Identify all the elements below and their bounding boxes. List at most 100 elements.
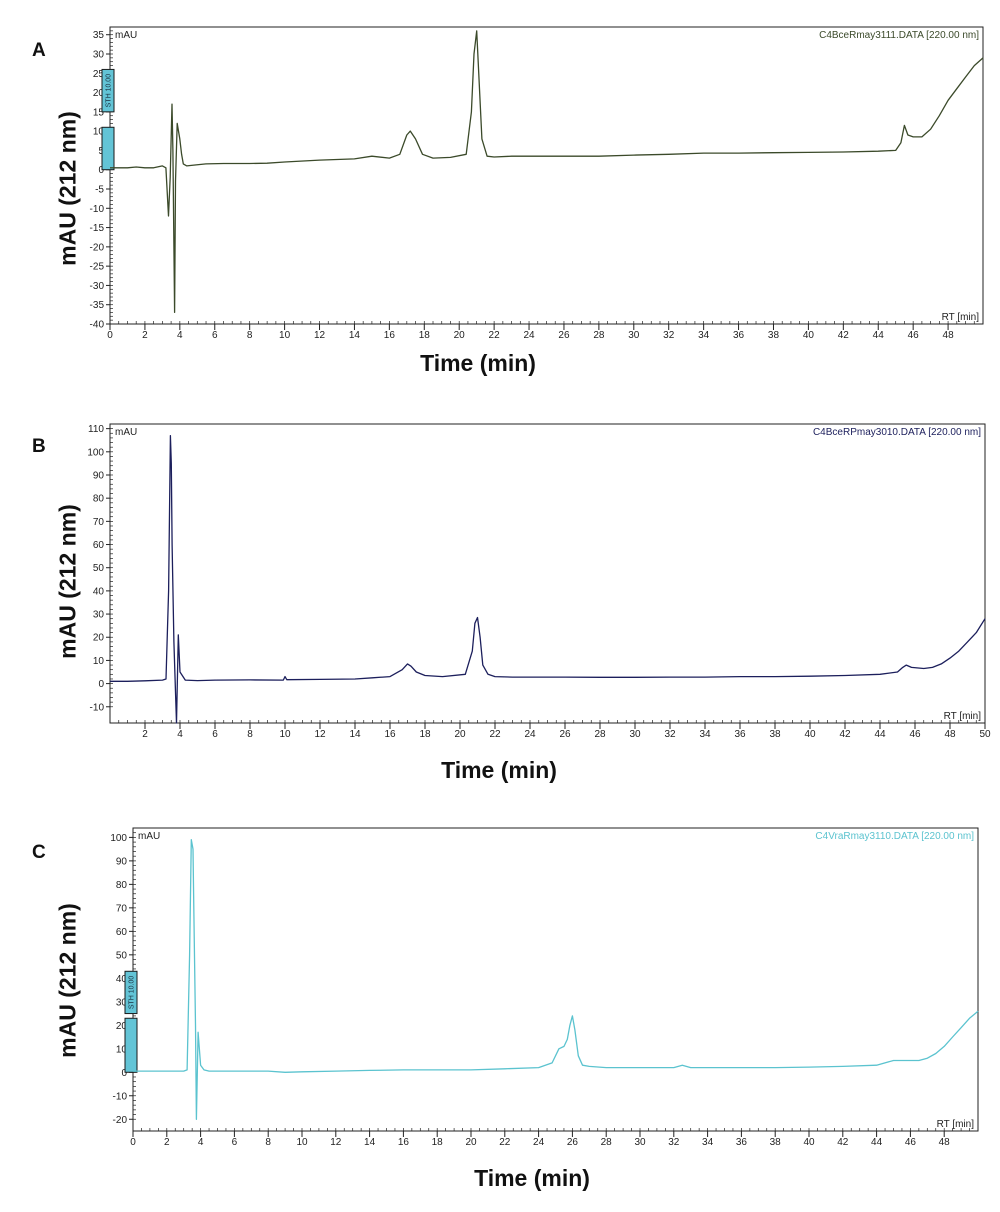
y-tick-label: 40 xyxy=(116,974,128,985)
x-tick-label: 36 xyxy=(733,330,745,341)
y-tick-label: 70 xyxy=(116,903,128,914)
x-tick-label: 26 xyxy=(558,330,570,341)
y-tick-label: 10 xyxy=(93,127,105,138)
panel-b-plot: 2 4 6 8 10 12 14 16 18 20 22 24 26 28 30 32 34 36 38 40 42 44… xyxy=(87,423,991,740)
x-tick-label: 16 xyxy=(384,330,396,341)
x-tick-label: 16 xyxy=(398,1137,410,1148)
x-tick-label: 28 xyxy=(594,729,606,740)
y-tick-label: 15 xyxy=(93,107,105,118)
x-tick-label: 28 xyxy=(601,1137,613,1148)
y-tick-label: 10 xyxy=(116,1044,128,1055)
y-tick-label: 80 xyxy=(93,494,105,505)
x-tick-label: 26 xyxy=(559,729,571,740)
x-tick-label: 12 xyxy=(330,1137,342,1148)
x-tick-label: 2 xyxy=(142,330,148,341)
panel-c-trace xyxy=(133,839,979,1120)
event-marker xyxy=(101,126,115,171)
panel-a-plot: 0 2 4 6 8 10 12 14 16 18 20 22 24 26 28 30 32 34 36 38 40 42 4… xyxy=(90,26,984,341)
event-marker xyxy=(101,68,115,113)
panel-c-letter: C xyxy=(32,842,46,863)
x-tick-label: 48 xyxy=(943,330,955,341)
x-tick-label: 10 xyxy=(296,1137,308,1148)
y-tick-label: -25 xyxy=(90,262,105,273)
x-tick-label: 38 xyxy=(770,1137,782,1148)
x-tick-label: 4 xyxy=(198,1137,204,1148)
x-tick-label: 6 xyxy=(232,1137,238,1148)
x-tick-label: 18 xyxy=(432,1137,444,1148)
x-tick-label: 22 xyxy=(489,330,501,341)
y-tick-label: 35 xyxy=(93,30,105,41)
x-tick-label: 18 xyxy=(419,330,431,341)
x-tick-label: 42 xyxy=(838,330,850,341)
y-tick-label: 20 xyxy=(116,1021,128,1032)
panel-a-frame xyxy=(109,26,984,325)
panel-c-file-label: C4VraRmay3110.DATA [220.00 nm] xyxy=(815,831,974,842)
event-marker-label: STH 10.00 xyxy=(129,976,136,1010)
x-tick-label: 4 xyxy=(177,330,183,341)
y-tick-label: 30 xyxy=(93,610,105,621)
y-tick-label: -20 xyxy=(90,242,105,253)
x-tick-label: 10 xyxy=(279,729,291,740)
event-marker xyxy=(124,970,138,1015)
y-tick-label: 100 xyxy=(110,833,127,844)
x-tick-label: 46 xyxy=(909,729,921,740)
panel-b-letter: B xyxy=(32,436,46,457)
y-tick-label: 90 xyxy=(93,470,105,481)
y-tick-label: 60 xyxy=(116,927,128,938)
x-tick-label: 34 xyxy=(699,729,711,740)
x-tick-label: 22 xyxy=(489,729,501,740)
y-tick-label: -20 xyxy=(113,1115,128,1126)
y-tick-label: 60 xyxy=(93,540,105,551)
x-tick-label: 36 xyxy=(736,1137,748,1148)
y-tick-label: 20 xyxy=(93,633,105,644)
panel-c-rt-label: RT [min] xyxy=(937,1119,975,1130)
x-tick-label: 2 xyxy=(164,1137,170,1148)
x-tick-label: 8 xyxy=(247,330,253,341)
panel-a-letter: A xyxy=(32,40,46,61)
y-tick-label: 0 xyxy=(98,165,104,176)
x-tick-label: 40 xyxy=(804,729,816,740)
panel-b-rt-label: RT [min] xyxy=(944,711,982,722)
y-tick-label: -40 xyxy=(90,320,105,331)
x-tick-label: 20 xyxy=(454,729,466,740)
panel-a-rt-label: RT [min] xyxy=(942,312,980,323)
y-tick-label: 5 xyxy=(98,146,104,157)
x-tick-label: 2 xyxy=(142,729,148,740)
x-tick-label: 46 xyxy=(905,1137,917,1148)
x-tick-label: 30 xyxy=(629,729,641,740)
event-marker xyxy=(124,1017,138,1073)
y-tick-label: 10 xyxy=(93,656,105,667)
x-tick-label: 44 xyxy=(874,729,886,740)
y-tick-label: -10 xyxy=(90,702,105,713)
y-tick-label: 0 xyxy=(121,1068,127,1079)
y-tick-label: -30 xyxy=(90,281,105,292)
panel-b-frame xyxy=(109,423,986,724)
x-tick-label: 16 xyxy=(384,729,396,740)
x-tick-label: 24 xyxy=(524,729,536,740)
y-tick-label: -5 xyxy=(95,185,104,196)
x-tick-label: 36 xyxy=(734,729,746,740)
x-tick-label: 38 xyxy=(768,330,780,341)
x-tick-label: 34 xyxy=(698,330,710,341)
x-tick-label: 32 xyxy=(668,1137,680,1148)
event-marker-label: STH 10.00 xyxy=(106,74,113,108)
panel-c-mau-label: mAU xyxy=(138,831,160,842)
x-tick-label: 24 xyxy=(533,1137,545,1148)
y-tick-label: -10 xyxy=(90,204,105,215)
x-tick-label: 0 xyxy=(107,330,113,341)
panel-a-trace xyxy=(110,30,984,314)
x-tick-label: 24 xyxy=(523,330,535,341)
x-tick-label: 20 xyxy=(454,330,466,341)
y-tick-label: 30 xyxy=(116,997,128,1008)
x-tick-label: 30 xyxy=(634,1137,646,1148)
x-tick-label: 14 xyxy=(349,729,361,740)
x-tick-label: 8 xyxy=(265,1137,271,1148)
x-tick-label: 6 xyxy=(212,330,218,341)
y-tick-label: 40 xyxy=(93,586,105,597)
panel-c-xlabel: Time (min) xyxy=(474,1165,590,1191)
x-tick-label: 12 xyxy=(314,330,326,341)
x-tick-label: 30 xyxy=(628,330,640,341)
x-tick-label: 40 xyxy=(803,330,815,341)
y-tick-label: -35 xyxy=(90,300,105,311)
x-tick-label: 0 xyxy=(130,1137,136,1148)
